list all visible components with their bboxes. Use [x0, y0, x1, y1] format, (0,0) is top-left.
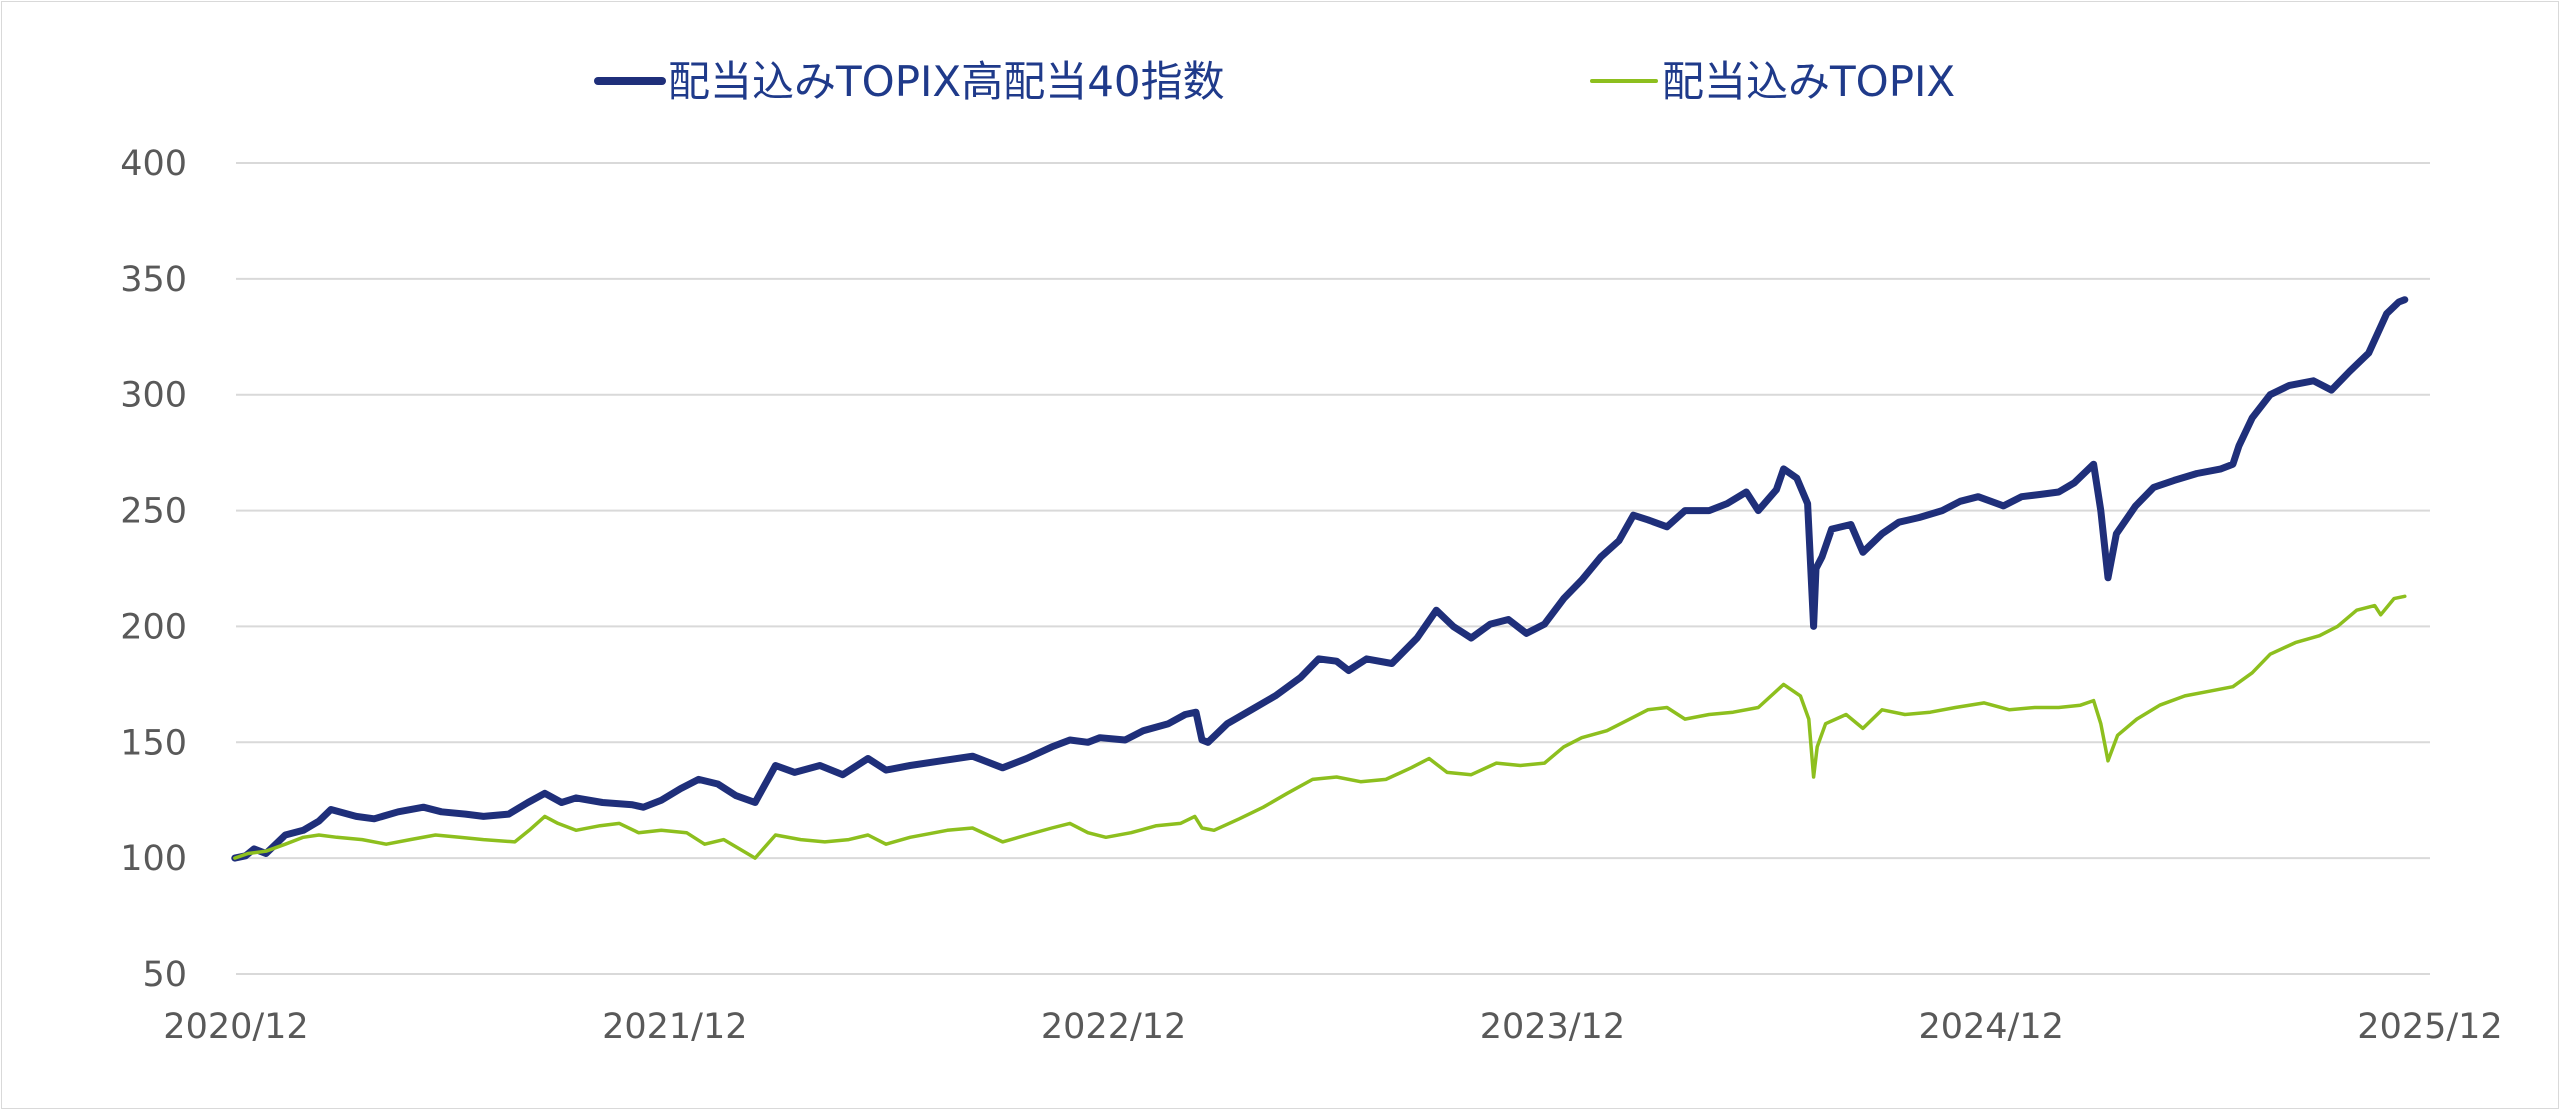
y-tick-label: 350	[120, 260, 187, 300]
y-tick-label: 150	[120, 723, 187, 763]
legend-label: 配当込みTOPIX高配当40指数	[668, 57, 1225, 106]
legend-item: 配当込みTOPIX高配当40指数	[594, 57, 1225, 106]
gridlines	[236, 162, 2430, 975]
x-tick-label: 2020/12	[163, 1007, 308, 1047]
x-tick-label: 2021/12	[602, 1007, 747, 1047]
x-tick-label: 2023/12	[1480, 1007, 1625, 1047]
series-line-high-dividend-40	[231, 296, 2409, 862]
y-tick-label: 50	[142, 955, 187, 995]
legend: 配当込みTOPIX高配当40指数 配当込みTOPIX	[594, 57, 1955, 106]
x-tick-label: 2024/12	[1918, 1007, 2063, 1047]
x-tick-label: 2022/12	[1041, 1007, 1186, 1047]
legend-label: 配当込みTOPIX	[1662, 57, 1955, 106]
y-tick-label: 300	[120, 376, 187, 416]
x-tick-label: 2025/12	[2357, 1007, 2502, 1047]
series-line-topix	[233, 594, 2407, 860]
y-tick-label: 200	[120, 607, 187, 647]
series-lines	[231, 296, 2409, 862]
y-tick-label: 250	[120, 492, 187, 532]
y-axis-ticks: 50 100 150 200 250 300 350 400	[120, 144, 187, 995]
y-tick-label: 100	[120, 839, 187, 879]
legend-item: 配当込みTOPIX	[1590, 57, 1955, 106]
x-axis-ticks: 2020/12 2021/12 2022/12 2023/12 2024/12 2025/…	[163, 1007, 2502, 1047]
y-tick-label: 400	[120, 144, 187, 184]
